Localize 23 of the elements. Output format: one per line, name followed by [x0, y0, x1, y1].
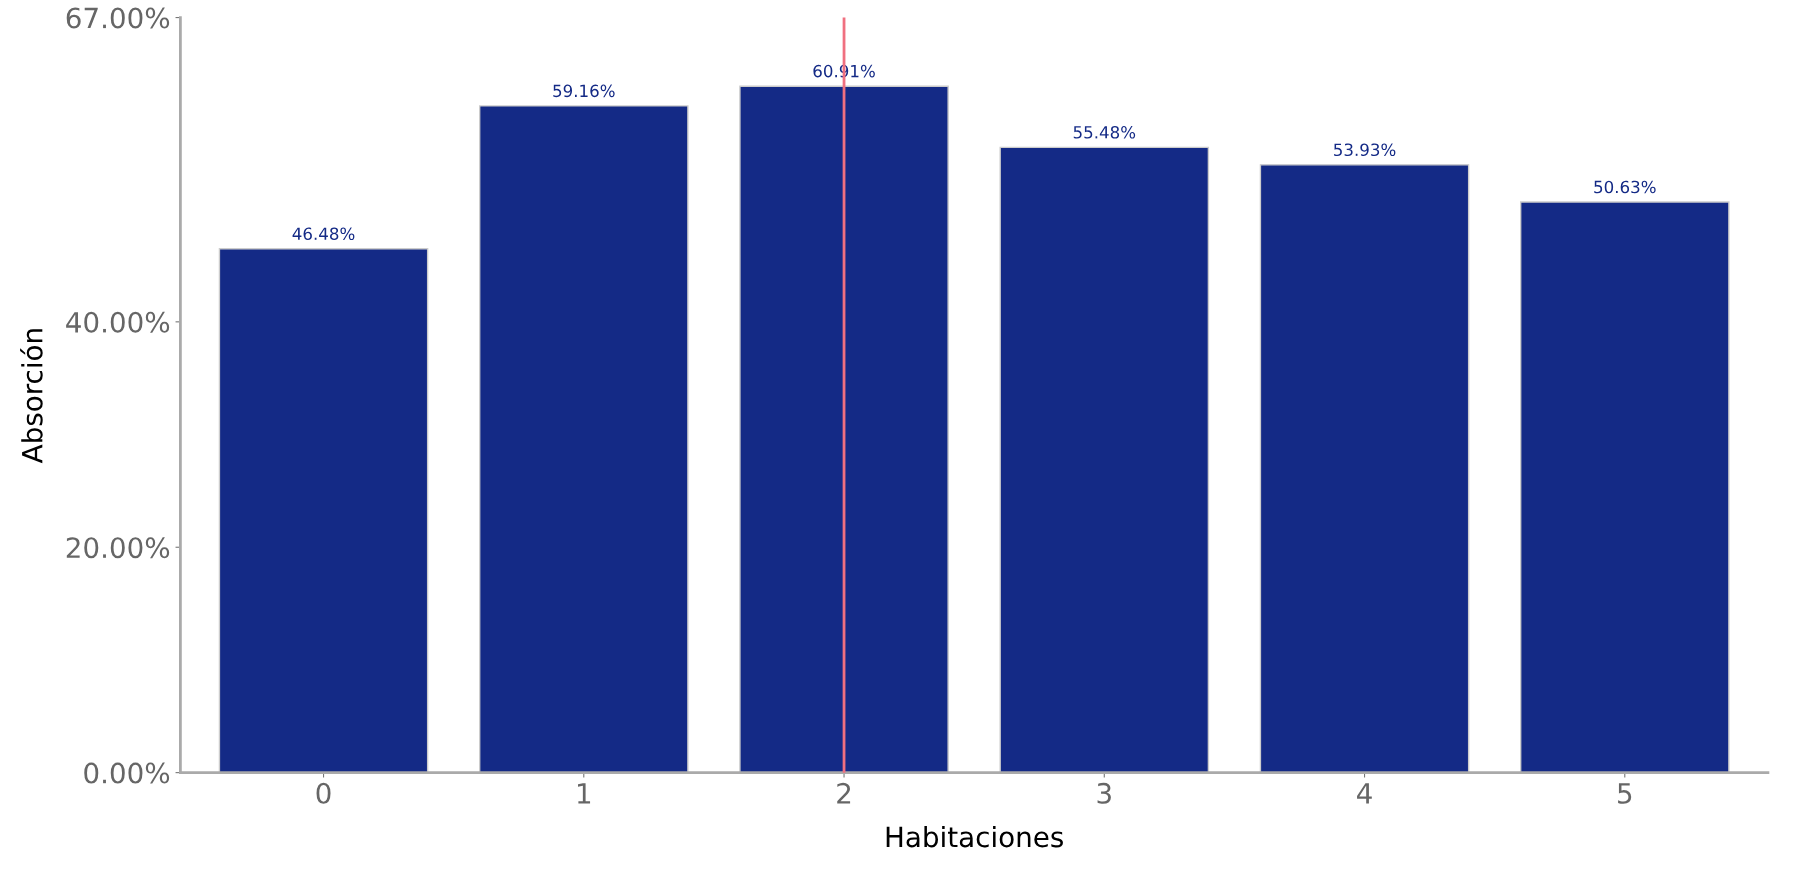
bar	[218, 248, 429, 773]
data-label: 55.48%	[1073, 126, 1136, 139]
x-tick-label: 4	[1357, 783, 1372, 804]
data-label: 46.48%	[292, 227, 355, 241]
bar	[478, 105, 689, 773]
bar	[1519, 201, 1730, 773]
x-tick-label: 0	[316, 782, 331, 804]
x-tick-label: 2	[837, 782, 851, 804]
y-tick-label: 67.00%	[66, 7, 170, 29]
x-axis-title: Habitaciones	[886, 825, 1063, 848]
x-tick-label: 5	[1618, 783, 1632, 804]
bar	[739, 85, 949, 773]
data-label: 59.16%	[553, 84, 615, 98]
y-tick-label: 40.00%	[66, 311, 170, 333]
y-tick-label: 0.00%	[84, 762, 170, 784]
bar	[999, 146, 1210, 773]
data-label: 50.63%	[1594, 180, 1656, 194]
x-tick-label: 3	[1097, 782, 1111, 804]
data-label: 53.93%	[1334, 143, 1396, 157]
y-axis-title: Absorción	[20, 329, 43, 464]
y-tick-label: 20.00%	[66, 537, 170, 559]
bar	[1259, 164, 1470, 773]
x-tick-label: 1	[578, 783, 591, 804]
